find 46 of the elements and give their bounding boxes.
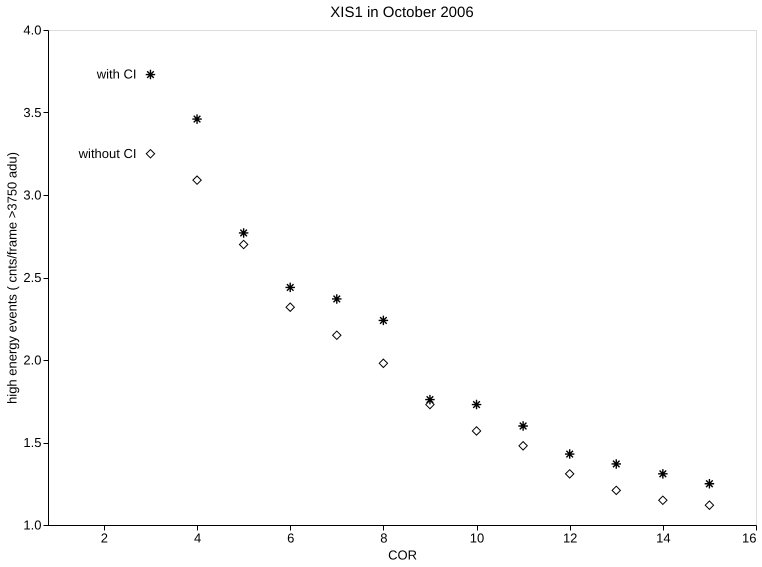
- point: [332, 330, 342, 340]
- x-tick-label: 4: [194, 530, 202, 546]
- y-axis-title: high energy events ( cnts/frame >3750 adu): [4, 152, 20, 404]
- y-tick-label: 1.5: [23, 435, 42, 450]
- point: [192, 175, 202, 185]
- x-tick-label: 16: [742, 530, 756, 546]
- point: [564, 448, 576, 460]
- point: [238, 240, 248, 250]
- y-tick-label: 3.0: [23, 188, 42, 202]
- point: [284, 282, 296, 293]
- point: [378, 358, 388, 368]
- point: [518, 441, 528, 450]
- x-tick-label: 6: [287, 530, 294, 546]
- y-tick-label: 2.0: [23, 352, 42, 368]
- y-tick-label: 2.5: [23, 270, 42, 285]
- point: [704, 478, 715, 490]
- x-tick-label: 12: [562, 530, 578, 546]
- point: [704, 500, 714, 510]
- chart-title: XIS1 in October 2006: [330, 4, 474, 21]
- point: [565, 469, 574, 479]
- point: [518, 420, 529, 432]
- point: [145, 69, 156, 80]
- point: [192, 114, 202, 125]
- y-tick-label: 4.0: [23, 22, 42, 38]
- point: [425, 400, 435, 410]
- x-tick-label: 10: [470, 530, 484, 546]
- x-axis-title: COR: [388, 548, 417, 562]
- point: [657, 468, 668, 480]
- point: [472, 426, 482, 436]
- x-tick-label: 8: [380, 530, 388, 546]
- x-tick-label: 14: [656, 530, 671, 546]
- point: [331, 294, 342, 304]
- point: [471, 399, 482, 410]
- point: [238, 228, 250, 238]
- point: [146, 149, 156, 158]
- x-tick-label: 2: [100, 530, 108, 546]
- series-label: with CI: [96, 66, 136, 82]
- point: [610, 458, 622, 470]
- point: [612, 486, 621, 496]
- y-tick-label: 3.5: [23, 105, 42, 120]
- point: [658, 496, 668, 505]
- y-tick-label: 1.0: [23, 518, 42, 532]
- point: [424, 394, 436, 406]
- series-label: without CI: [78, 146, 136, 161]
- point: [286, 302, 295, 312]
- point: [378, 314, 389, 326]
